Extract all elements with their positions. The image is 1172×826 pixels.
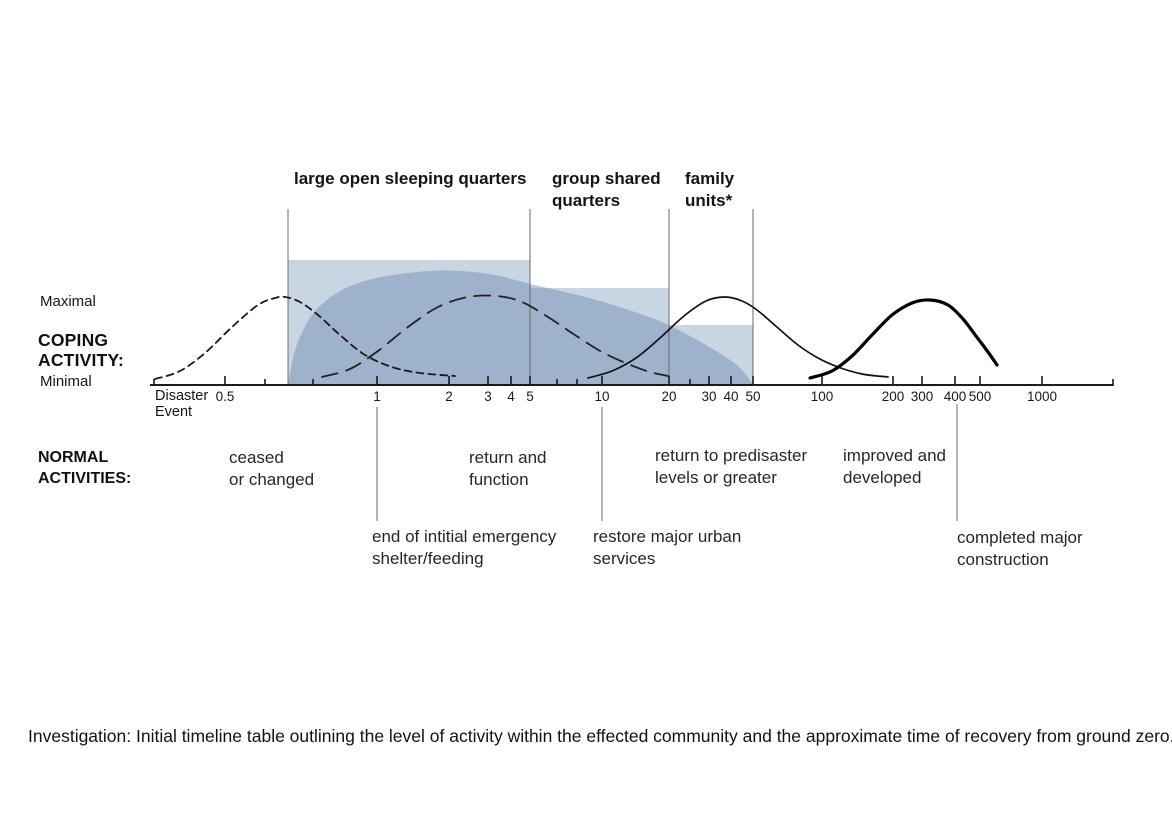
figure-caption: Investigation: Initial timeline table ou… xyxy=(28,726,1172,746)
normal-activity-label: return to predisaster levels or greater xyxy=(655,446,808,487)
axis-tick-label: 100 xyxy=(811,389,834,404)
shelter-phase-band xyxy=(288,260,530,385)
axis-tick-label: 10 xyxy=(594,389,609,404)
y-axis-title: COPING ACTIVITY: xyxy=(38,330,125,370)
y-axis-min-label: Minimal xyxy=(40,373,92,390)
activity-milestone-label: restore major urban services xyxy=(593,527,742,568)
x-axis-origin-label: Disaster Event xyxy=(155,388,209,420)
axis-tick-label: 1 xyxy=(373,389,381,404)
axis-tick-label: 3 xyxy=(484,389,492,404)
coping-curve-long-dash xyxy=(321,294,669,378)
shelter-phase-label: group shared quarters xyxy=(552,169,661,210)
activity-milestone-label: end of intitial emergency shelter/feedin… xyxy=(372,527,557,568)
normal-activity-label: ceased or changed xyxy=(229,448,315,489)
shelter-phase-label: large open sleeping quarters xyxy=(294,169,527,188)
axis-tick-label: 1000 xyxy=(1027,389,1057,404)
normal-activity-label: improved and developed xyxy=(843,446,947,487)
coping-curve-thick-solid xyxy=(808,298,999,380)
axis-tick-label: 300 xyxy=(911,389,934,404)
shaded-shelter-occupancy-area xyxy=(288,270,753,385)
axis-tick-label: 2 xyxy=(445,389,453,404)
axis-tick-label: 500 xyxy=(969,389,992,404)
coping-curve-thin-solid xyxy=(587,296,889,379)
axis-tick-label: 40 xyxy=(723,389,738,404)
axis-tick-label: 50 xyxy=(745,389,760,404)
y-axis-max-label: Maximal xyxy=(40,293,96,310)
shelter-phase-band xyxy=(530,288,669,385)
axis-tick-label: 20 xyxy=(661,389,676,404)
axis-tick-label: 0.5 xyxy=(216,389,235,404)
axis-tick-label: 5 xyxy=(526,389,534,404)
axis-tick-label: 30 xyxy=(701,389,716,404)
shelter-phase-band xyxy=(669,325,753,385)
coping-curve-short-dash xyxy=(154,295,456,380)
activity-milestone-label: completed major construction xyxy=(957,528,1083,569)
axis-tick-label: 200 xyxy=(882,389,905,404)
normal-activity-label: return and function xyxy=(469,448,547,489)
axis-tick-label: 4 xyxy=(507,389,515,404)
normal-activities-heading: NORMAL ACTIVITIES: xyxy=(38,449,132,487)
axis-tick-label: 400 xyxy=(944,389,967,404)
shelter-phase-label: family units* xyxy=(685,169,735,210)
